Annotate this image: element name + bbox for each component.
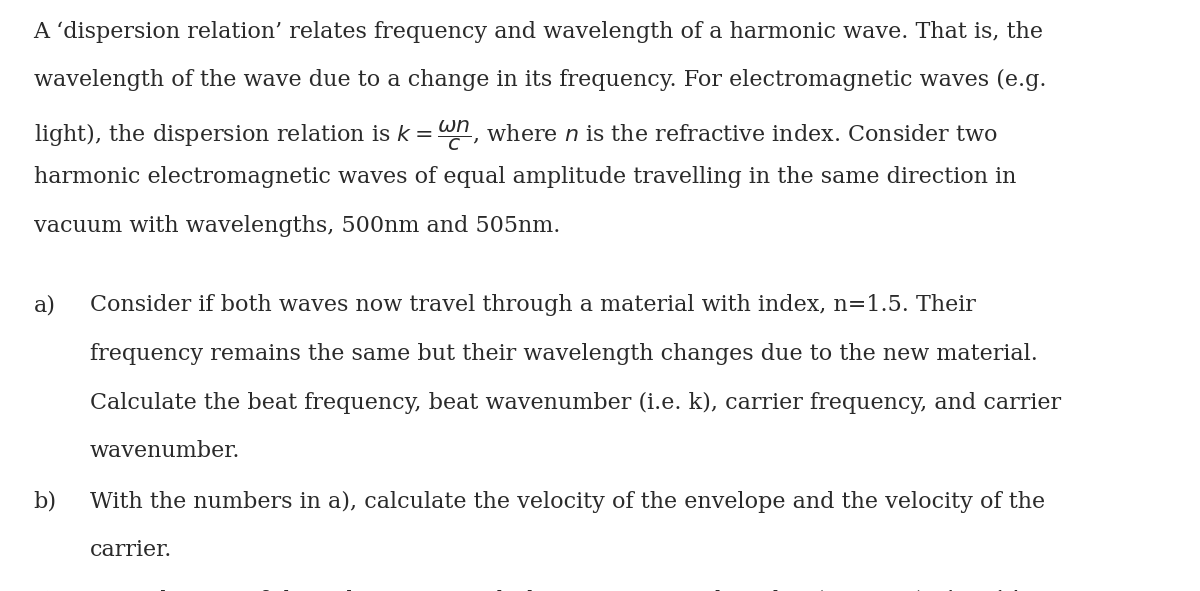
Text: harmonic electromagnetic waves of equal amplitude travelling in the same directi: harmonic electromagnetic waves of equal … bbox=[34, 166, 1016, 188]
Text: c): c) bbox=[34, 590, 55, 591]
Text: carrier.: carrier. bbox=[90, 539, 173, 561]
Text: frequency remains the same but their wavelength changes due to the new material.: frequency remains the same but their wav… bbox=[90, 343, 1038, 365]
Text: A ‘dispersion relation’ relates frequency and wavelength of a harmonic wave. Tha: A ‘dispersion relation’ relates frequenc… bbox=[34, 21, 1044, 43]
Text: Consider now if the index varies with the vacuum wavelength, n(500nmn)=1.5214: Consider now if the index varies with th… bbox=[90, 590, 1021, 591]
Text: Consider if both waves now travel through a material with index, n=1.5. Their: Consider if both waves now travel throug… bbox=[90, 294, 976, 317]
Text: With the numbers in a), calculate the velocity of the envelope and the velocity : With the numbers in a), calculate the ve… bbox=[90, 491, 1045, 513]
Text: Calculate the beat frequency, beat wavenumber (i.e. k), carrier frequency, and c: Calculate the beat frequency, beat waven… bbox=[90, 391, 1061, 414]
Text: light), the dispersion relation is $k = \dfrac{\omega n}{c}$, where $n$ is the r: light), the dispersion relation is $k = … bbox=[34, 118, 997, 152]
Text: vacuum with wavelengths, 500nm and 505nm.: vacuum with wavelengths, 500nm and 505nm… bbox=[34, 215, 560, 236]
Text: wavelength of the wave due to a change in its frequency. For electromagnetic wav: wavelength of the wave due to a change i… bbox=[34, 69, 1046, 91]
Text: wavenumber.: wavenumber. bbox=[90, 440, 240, 462]
Text: a): a) bbox=[34, 294, 55, 317]
Text: b): b) bbox=[34, 491, 56, 513]
